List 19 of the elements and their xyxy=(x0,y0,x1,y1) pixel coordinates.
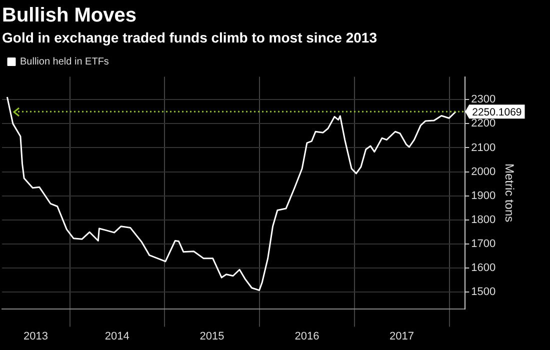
x-tick-label: 2017 xyxy=(389,330,414,342)
y-tick-label: 1900 xyxy=(471,190,496,202)
y-axis-title: Metric tons xyxy=(502,163,516,222)
y-tick-label: 1700 xyxy=(471,238,496,250)
y-tick-label: 2300 xyxy=(471,94,496,106)
x-tick-label: 2015 xyxy=(200,330,224,342)
x-tick-label: 2016 xyxy=(294,330,320,342)
data-label: 2250.1069 xyxy=(472,106,522,119)
chart-title: Bullish Moves xyxy=(2,4,136,27)
legend-label: Bullion held in ETFs xyxy=(20,56,109,68)
x-tick-label: 2013 xyxy=(24,330,48,342)
chart-subtitle: Gold in exchange traded funds climb to most since 2013 xyxy=(2,29,378,46)
y-tick-label: 2000 xyxy=(471,166,496,178)
x-tick-label: 2014 xyxy=(104,330,130,342)
y-tick-label: 1500 xyxy=(471,286,496,298)
y-tick-label: 2100 xyxy=(471,142,496,154)
y-tick-label: 1600 xyxy=(471,262,496,274)
y-tick-label: 1800 xyxy=(471,214,496,226)
y-tick-label: 2200 xyxy=(471,118,496,130)
